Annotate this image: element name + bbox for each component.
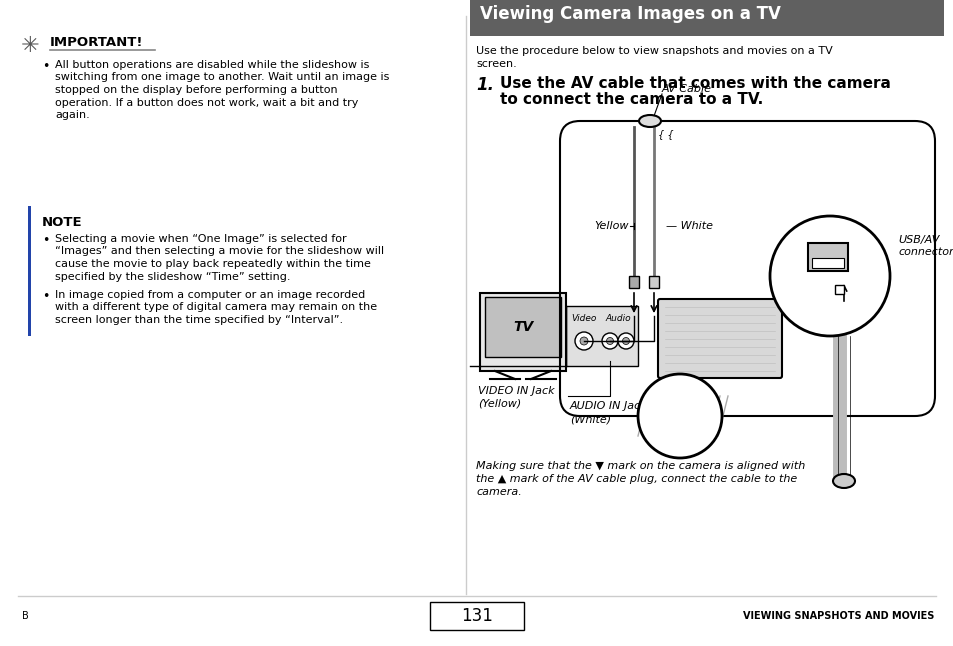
- Circle shape: [638, 374, 721, 458]
- Text: to connect the camera to a TV.: to connect the camera to a TV.: [499, 92, 762, 107]
- Text: B: B: [22, 611, 29, 621]
- Bar: [430, 602, 523, 630]
- Text: (Yellow): (Yellow): [477, 399, 520, 409]
- Text: specified by the slideshow “Time” setting.: specified by the slideshow “Time” settin…: [55, 271, 291, 282]
- Text: VIEWING SNAPSHOTS AND MOVIES: VIEWING SNAPSHOTS AND MOVIES: [741, 611, 933, 621]
- Text: USB/AV
connector: USB/AV connector: [897, 235, 953, 257]
- Text: Audio: Audio: [604, 314, 630, 323]
- Text: •: •: [42, 234, 50, 247]
- Circle shape: [769, 216, 889, 336]
- Bar: [28, 206, 31, 336]
- Text: All button operations are disabled while the slideshow is: All button operations are disabled while…: [55, 60, 369, 70]
- Text: “Images” and then selecting a movie for the slideshow will: “Images” and then selecting a movie for …: [55, 247, 384, 256]
- Text: camera.: camera.: [476, 487, 521, 497]
- Text: screen.: screen.: [476, 59, 517, 69]
- Bar: [807, 243, 847, 271]
- Circle shape: [601, 333, 618, 349]
- Text: (White): (White): [569, 414, 611, 424]
- Text: Use the AV cable that comes with the camera: Use the AV cable that comes with the cam…: [499, 76, 890, 91]
- Text: cause the movie to play back repeatedly within the time: cause the movie to play back repeatedly …: [55, 259, 371, 269]
- Text: •: •: [42, 60, 50, 73]
- Text: — White: — White: [665, 221, 712, 231]
- Bar: [648, 276, 659, 288]
- Text: again.: again.: [55, 110, 90, 120]
- Bar: [628, 276, 639, 288]
- Text: 1.: 1.: [476, 76, 494, 94]
- Text: 131: 131: [460, 607, 493, 625]
- Text: with a different type of digital camera may remain on the: with a different type of digital camera …: [55, 302, 376, 313]
- FancyBboxPatch shape: [479, 293, 565, 371]
- Text: { {: { {: [658, 129, 673, 139]
- Text: Selecting a movie when “One Image” is selected for: Selecting a movie when “One Image” is se…: [55, 234, 346, 244]
- Text: IMPORTANT!: IMPORTANT!: [50, 36, 143, 49]
- Bar: [811, 258, 843, 268]
- Text: Use the procedure below to view snapshots and movies on a TV: Use the procedure below to view snapshot…: [476, 46, 832, 56]
- Text: Video: Video: [571, 314, 596, 323]
- Ellipse shape: [832, 474, 854, 488]
- Text: operation. If a button does not work, wait a bit and try: operation. If a button does not work, wa…: [55, 98, 358, 107]
- Text: Yellow: Yellow: [594, 221, 628, 231]
- Text: •: •: [42, 290, 50, 303]
- Circle shape: [579, 337, 587, 345]
- FancyBboxPatch shape: [484, 297, 560, 357]
- Text: ✳: ✳: [21, 36, 39, 56]
- Text: VIDEO IN Jack: VIDEO IN Jack: [477, 386, 554, 396]
- Text: TV: TV: [513, 320, 533, 334]
- Circle shape: [622, 337, 629, 344]
- Bar: [834, 285, 843, 294]
- Text: stopped on the display before performing a button: stopped on the display before performing…: [55, 85, 337, 95]
- Text: Viewing Camera Images on a TV: Viewing Camera Images on a TV: [479, 5, 781, 23]
- Text: NOTE: NOTE: [42, 216, 83, 229]
- Text: Making sure that the ▼ mark on the camera is aligned with: Making sure that the ▼ mark on the camer…: [476, 461, 804, 471]
- Text: screen longer than the time specified by “Interval”.: screen longer than the time specified by…: [55, 315, 343, 325]
- Text: AV Cable: AV Cable: [661, 84, 711, 94]
- Circle shape: [575, 332, 593, 350]
- Text: the ▲ mark of the AV cable plug, connect the cable to the: the ▲ mark of the AV cable plug, connect…: [476, 474, 797, 484]
- Circle shape: [606, 337, 613, 344]
- Circle shape: [618, 333, 634, 349]
- FancyBboxPatch shape: [565, 306, 638, 366]
- Text: switching from one image to another. Wait until an image is: switching from one image to another. Wai…: [55, 72, 389, 83]
- Bar: [470, 0, 943, 36]
- Text: AUDIO IN Jacks: AUDIO IN Jacks: [569, 401, 653, 411]
- Ellipse shape: [639, 115, 660, 127]
- Text: In image copied from a computer or an image recorded: In image copied from a computer or an im…: [55, 290, 365, 300]
- FancyBboxPatch shape: [658, 299, 781, 378]
